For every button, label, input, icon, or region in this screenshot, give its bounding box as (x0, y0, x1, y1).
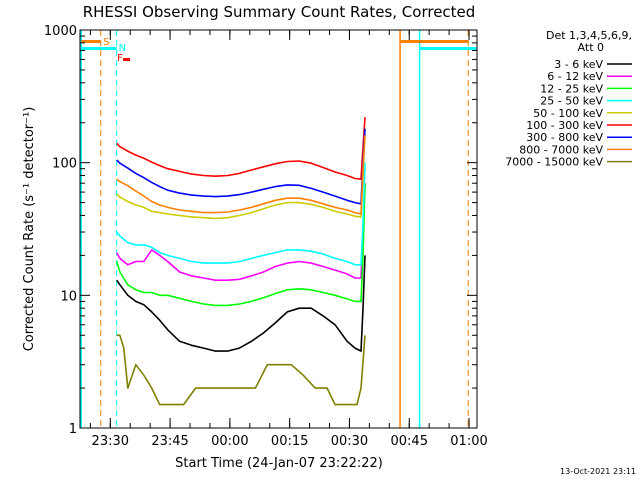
legend-label-3: 25 - 50 keV (540, 95, 603, 108)
x-tick-label-3: 00:15 (271, 434, 308, 449)
x-tick-label-1: 23:45 (151, 434, 188, 449)
legend-header-line-2: Att 0 (578, 41, 604, 54)
series-line-5 (116, 117, 366, 180)
plot-frame (79, 29, 478, 429)
series-line-8 (116, 334, 366, 406)
series-line-2 (115, 183, 366, 307)
legend-label-2: 12 - 25 keV (540, 82, 603, 95)
saa-label: S (103, 37, 109, 48)
x-axis-label: Start Time (24-Jan-07 23:22:22) (175, 456, 383, 471)
x-tick-label-4: 00:30 (331, 434, 368, 449)
flare-bar (123, 58, 131, 61)
series-line-3 (116, 162, 366, 266)
series-line-7 (116, 135, 366, 215)
x-tick-label-0: 23:30 (92, 434, 129, 449)
legend-header-line-1: Det 1,3,4,5,6,9, (546, 29, 632, 42)
series-line-1 (115, 183, 366, 282)
night-bar-end (419, 47, 477, 50)
series-line-4 (116, 128, 366, 220)
y-tick-label-2: 100 (52, 157, 77, 172)
x-tick-label-5: 00:45 (391, 434, 428, 449)
tick-layer: 23:30 23:45 00:00 00:15 00:30 00:45 01:00 1 10 10… (44, 24, 488, 449)
legend-label-5: 100 - 300 keV (526, 119, 603, 132)
flare-label: F (117, 53, 123, 64)
y-tick-label-0: 1 (69, 422, 77, 437)
series-line-6 (116, 128, 366, 205)
night-label: N (119, 43, 126, 54)
x-tick-label-2: 00:00 (211, 434, 248, 449)
y-tick-label-3: 1000 (44, 24, 77, 39)
legend-label-8: 7000 - 15000 keV (505, 156, 603, 169)
legend-label-1: 6 - 12 keV (547, 70, 603, 83)
x-tick-label-6: 01:00 (450, 434, 487, 449)
y-axis-label: Corrected Count Rate (s⁻¹ detector⁻¹) (22, 107, 37, 352)
saa-bar-start (81, 40, 101, 43)
legend-label-0: 3 - 6 keV (554, 58, 603, 71)
legend-label-4: 50 - 100 keV (533, 107, 603, 120)
y-tick-label-1: 10 (60, 289, 77, 304)
marker-layer: SNF (80, 30, 477, 428)
legend-label-7: 800 - 7000 keV (519, 143, 603, 156)
night-bar-start (81, 47, 117, 50)
saa-bar-end (400, 40, 469, 43)
footer-date: 13-Oct-2021 23:11 (560, 467, 636, 476)
legend-label-6: 300 - 800 keV (526, 131, 603, 144)
series-line-0 (116, 255, 366, 352)
series-layer (115, 117, 366, 406)
chart-title: RHESSI Observing Summary Count Rates, Co… (83, 3, 476, 21)
